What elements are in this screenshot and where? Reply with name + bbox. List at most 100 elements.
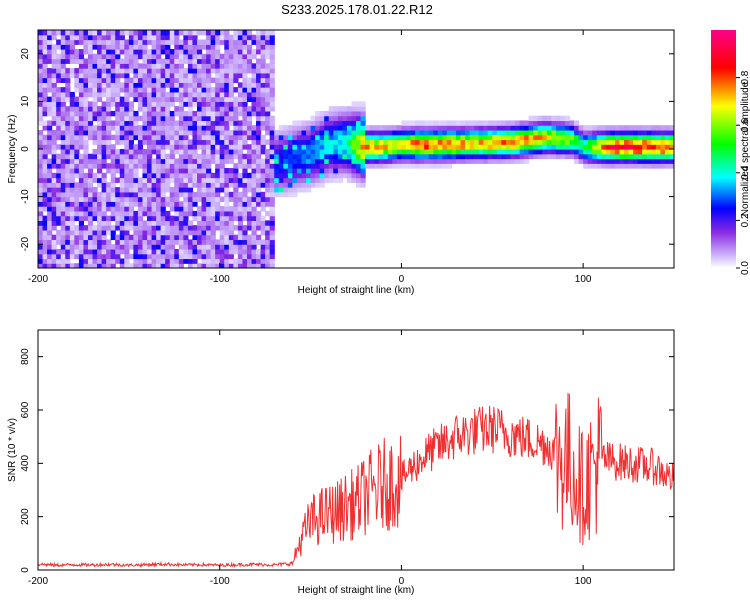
heatmap-cell [151,210,157,217]
heatmap-cell [197,253,203,260]
heatmap-cell [69,68,75,74]
heatmap-cell [197,110,203,117]
heatmap-cell [115,139,121,145]
heatmap-cell [614,158,621,164]
heatmap-cell [224,34,230,41]
heatmap-cell [224,115,230,122]
heatmap-cell [87,87,94,93]
heatmap-cell [328,139,334,145]
heatmap-cell [65,258,71,264]
heatmap-cell [165,220,171,226]
heatmap-cell [197,153,203,160]
heatmap-cell [237,82,244,88]
heatmap-cell [65,110,71,117]
heatmap-cell [101,115,107,122]
heatmap-cell [142,258,148,264]
heatmap-cell [660,125,666,131]
heatmap-cell [183,149,189,155]
heatmap-cell [42,248,48,255]
heatmap-cell [174,82,180,88]
heatmap-cell [97,215,103,221]
heatmap-cell [510,149,516,155]
heatmap-cell [201,120,207,126]
heatmap-cell [51,120,57,126]
heatmap-cell [51,87,57,93]
heatmap-cell [56,44,62,50]
heatmap-cell [78,187,85,193]
heatmap-cell [219,82,225,88]
heatmap-cell [237,210,244,217]
heatmap-cell [187,87,194,93]
heatmap-cell [519,134,525,141]
heatmap-cell [215,106,221,112]
heatmap-cell [97,163,103,169]
heatmap-cell [483,149,489,155]
heatmap-cell [292,172,298,179]
heatmap-cell [187,139,194,145]
heatmap-cell [469,134,475,141]
heatmap-cell [296,172,303,179]
heatmap-cell [260,68,266,74]
heatmap-cell [374,139,380,145]
heatmap-cell [324,144,330,150]
heatmap-cell [119,191,125,198]
heatmap-cell [60,153,66,160]
heatmap-cell [87,134,94,141]
heatmap-cell [551,134,557,141]
heatmap-cell [242,110,248,117]
heatmap-cell [42,201,48,207]
heatmap-cell [524,149,530,155]
heatmap-cell [74,125,80,131]
heatmap-cell [242,244,248,250]
heatmap-cell [246,201,253,207]
heatmap-cell [174,106,180,112]
heatmap-cell [92,134,98,141]
heatmap-cell [151,201,157,207]
heatmap-cell [69,44,75,50]
heatmap-cell [655,153,661,160]
heatmap-cell [106,96,112,102]
heatmap-cell [269,68,275,74]
heatmap-cell [592,125,598,131]
heatmap-cell [147,177,153,183]
heatmap-cell [151,258,157,264]
colorbar-ticks: 0.00.20.40.60.8 [736,70,750,275]
heatmap-cell [178,68,184,74]
heatmap-cell [119,101,125,107]
heatmap-cell [137,49,144,55]
heatmap-cell [237,30,244,36]
heatmap-cell [156,229,162,236]
heatmap-cell [160,258,166,264]
heatmap-cell [328,149,334,155]
heatmap-cell [564,115,571,122]
heatmap-cell [224,215,230,221]
heatmap-cell [410,149,416,155]
heatmap-cell [342,106,348,112]
heatmap-cell [442,158,448,164]
heatmap-cell [637,139,643,145]
heatmap-cell [147,149,153,155]
heatmap-cell [433,134,439,141]
heatmap-cell [206,115,212,122]
heatmap-cell [528,129,534,136]
heatmap-cell [97,91,103,98]
heatmap-cell [260,244,266,250]
heatmap-cell [197,263,203,268]
heatmap-cell [260,101,266,107]
heatmap-cell [460,158,466,164]
heatmap-cell [110,258,116,264]
heatmap-cell [505,153,512,160]
heatmap-cell [78,120,85,126]
heatmap-cell [178,58,184,64]
heatmap-cell [160,163,166,169]
heatmap-cell [151,163,157,169]
heatmap-cell [97,106,103,112]
heatmap-cell [183,225,189,231]
heatmap-cell [206,106,212,112]
heatmap-cell [97,263,103,268]
heatmap-cell [265,53,271,60]
heatmap-cell [156,201,162,207]
heatmap-cell [192,182,198,188]
heatmap-cell [51,220,57,226]
heatmap-cell [237,68,244,74]
